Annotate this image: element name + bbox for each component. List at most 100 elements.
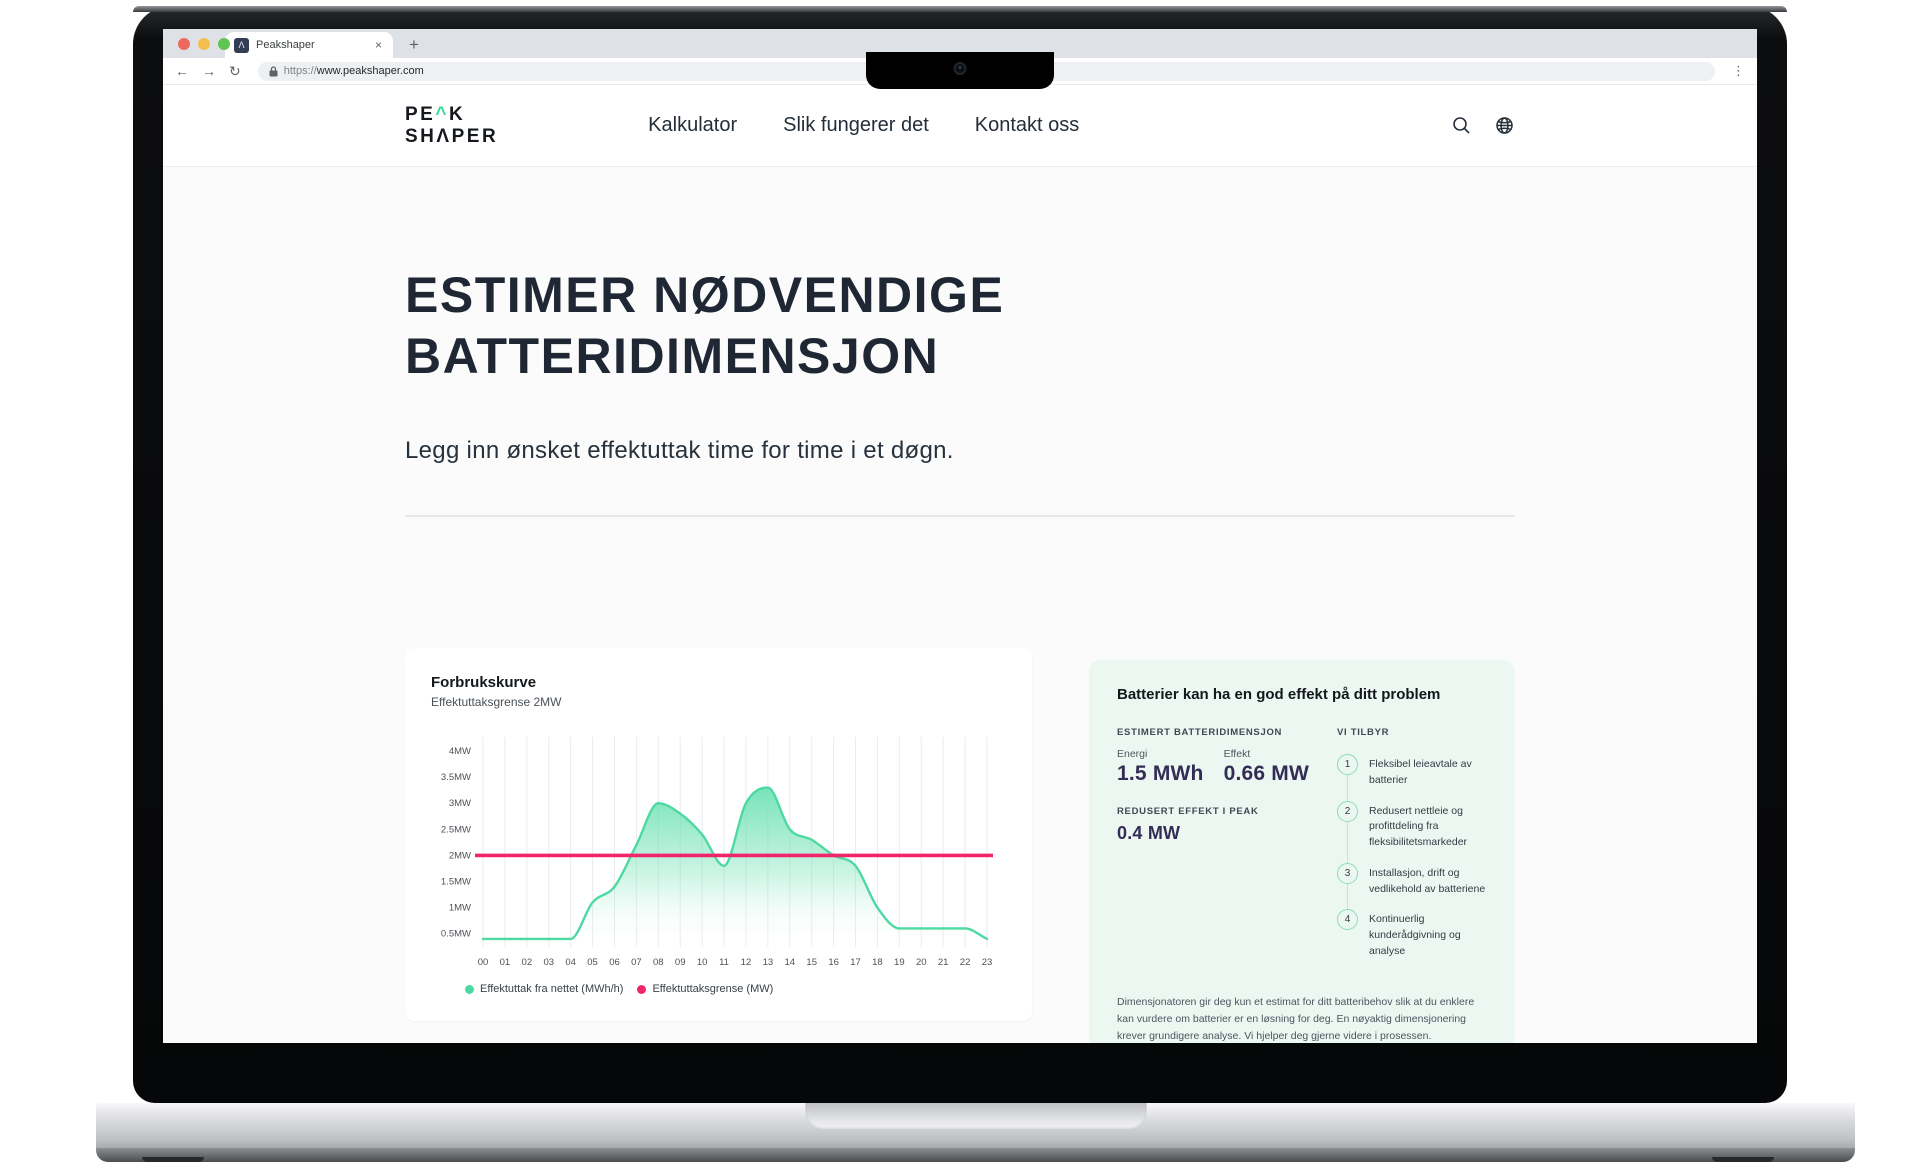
svg-text:0.5MW: 0.5MW [441, 929, 471, 940]
x-axis-labels: 00 01 02 03 04 05 06 07 08 09 10 11 12 13 14 15 16 17 18 19… [478, 957, 993, 968]
battery-result-panel: Batterier kan ha en god effekt på ditt p… [1089, 660, 1515, 1043]
svg-text:1.5MW: 1.5MW [441, 877, 471, 888]
energi-value: 1.5 MWh [1117, 762, 1204, 785]
svg-text:06: 06 [609, 957, 620, 968]
svg-text:4MW: 4MW [449, 746, 471, 757]
chart-legend: Effektuttak fra nettet (MWh/h) Effektutt… [465, 983, 1006, 995]
svg-text:00: 00 [478, 957, 489, 968]
panel-disclaimer: Dimensjonatoren gir deg kun et estimat f… [1117, 995, 1475, 1043]
svg-text:12: 12 [741, 957, 752, 968]
svg-text:10: 10 [697, 957, 708, 968]
legend-item-limit: Effektuttaksgrense (MW) [637, 983, 773, 995]
minimize-window-button[interactable] [198, 38, 210, 50]
estimert-label: ESTIMERT BATTERIDIMENSJON [1117, 727, 1283, 738]
svg-text:2.5MW: 2.5MW [441, 824, 471, 835]
effekt-stat: Effekt 0.66 MW [1223, 748, 1309, 785]
svg-text:15: 15 [806, 957, 817, 968]
svg-text:23: 23 [982, 957, 993, 968]
svg-text:21: 21 [938, 957, 949, 968]
url-text: https://www.peakshaper.com [284, 65, 424, 77]
legend-dot-green [465, 984, 474, 994]
laptop-foot-left [142, 1157, 204, 1162]
nav-link-slik-fungerer-det[interactable]: Slik fungerer det [783, 114, 929, 136]
url-domain: www.peakshaper.com [316, 65, 424, 77]
list-item: 4 Kontinuerlig kunderådgivning og analys… [1337, 909, 1487, 971]
laptop-base-notch [805, 1103, 1146, 1129]
svg-text:03: 03 [543, 957, 554, 968]
nav-link-kalkulator[interactable]: Kalkulator [648, 114, 738, 136]
step-badge: 4 [1337, 909, 1358, 931]
logo-caret: ^ [435, 104, 449, 126]
list-item: 1 Fleksibel leieavtale av batterier [1337, 754, 1487, 809]
svg-text:14: 14 [784, 957, 795, 968]
svg-text:02: 02 [522, 957, 533, 968]
svg-text:22: 22 [960, 957, 971, 968]
list-item: 2 Redusert nettleie og profittdeling fra… [1337, 800, 1487, 873]
peakshaper-logo[interactable]: PE^K SHΛPER [405, 104, 499, 147]
svg-text:13: 13 [763, 957, 774, 968]
camera-dot [953, 62, 967, 75]
lock-icon [269, 65, 278, 76]
window-controls [178, 38, 230, 50]
url-scheme: https:// [283, 65, 317, 77]
chart-title: Forbrukskurve [431, 674, 537, 691]
svg-text:3.5MW: 3.5MW [441, 772, 471, 783]
svg-text:07: 07 [631, 957, 642, 968]
panel-title: Batterier kan ha en god effekt på ditt p… [1117, 686, 1441, 703]
svg-text:2MW: 2MW [449, 850, 471, 861]
laptop-foot-right [1712, 1157, 1774, 1162]
laptop-lid: Λ Peakshaper × + ← → ↻ https://www.peaks… [133, 6, 1787, 1103]
close-tab-icon[interactable]: × [374, 38, 382, 52]
consumption-chart-card: Forbrukskurve Effektuttaksgrense 2MW 4MW… [405, 648, 1032, 1021]
list-item: 3 Installasjon, drift og vedlikehold av … [1337, 862, 1487, 918]
forward-icon[interactable]: → [202, 63, 216, 79]
svg-text:04: 04 [565, 957, 576, 968]
chart-subtitle: Effektuttaksgrense 2MW [431, 695, 562, 709]
svg-text:09: 09 [675, 957, 686, 968]
browser-tab[interactable]: Λ Peakshaper × [225, 32, 393, 58]
globe-icon[interactable] [1494, 115, 1515, 136]
svg-text:1MW: 1MW [449, 903, 471, 914]
svg-text:16: 16 [828, 957, 839, 968]
svg-text:18: 18 [872, 957, 883, 968]
page-title: ESTIMER NØDVENDIGE BATTERIDIMENSJON [405, 267, 1005, 384]
step-badge: 2 [1337, 800, 1358, 822]
main-nav: Kalkulator Slik fungerer det Kontakt oss [648, 114, 1079, 137]
laptop-screen: Λ Peakshaper × + ← → ↻ https://www.peaks… [163, 29, 1757, 1043]
svg-text:20: 20 [916, 957, 927, 968]
step-badge: 3 [1337, 862, 1358, 884]
svg-text:11: 11 [719, 957, 729, 968]
y-axis-labels: 4MW 3.5MW 3MW 2.5MW 2MW 1.5MW 1MW 0.5MW [441, 746, 471, 940]
redusert-label: REDUSERT EFFEKT I PEAK [1117, 806, 1259, 817]
laptop-base [96, 1103, 1855, 1148]
new-tab-button[interactable]: + [409, 35, 419, 54]
consumption-chart: 4MW 3.5MW 3MW 2.5MW 2MW 1.5MW 1MW 0.5MW 00 01 02 03… [441, 737, 993, 968]
area-fill [483, 787, 987, 947]
energi-stat: Energi 1.5 MWh [1117, 748, 1204, 785]
back-icon[interactable]: ← [175, 63, 189, 79]
tilbyr-list: 1 Fleksibel leieavtale av batterier 2 Re… [1337, 754, 1487, 972]
tab-title: Peakshaper [256, 39, 315, 51]
redusert-value: 0.4 MW [1117, 823, 1181, 843]
area-stroke [481, 786, 989, 941]
close-window-button[interactable] [178, 38, 190, 50]
section-divider [405, 515, 1515, 517]
legend-item-consumption: Effektuttak fra nettet (MWh/h) [465, 983, 623, 995]
step-badge: 1 [1337, 754, 1358, 775]
svg-text:19: 19 [894, 957, 905, 968]
legend-dot-pink [637, 984, 647, 994]
effekt-value: 0.66 MW [1223, 762, 1309, 785]
favicon: Λ [234, 37, 249, 53]
site-header: PE^K SHΛPER Kalkulator Slik fungerer det… [163, 85, 1757, 167]
svg-text:3MW: 3MW [449, 798, 471, 809]
page-subtitle: Legg inn ønsket effektuttak time for tim… [405, 437, 954, 464]
maximize-window-button[interactable] [218, 38, 230, 50]
reload-icon[interactable]: ↻ [229, 63, 241, 79]
nav-link-kontakt-oss[interactable]: Kontakt oss [974, 114, 1080, 136]
laptop-notch [866, 52, 1054, 89]
svg-text:17: 17 [850, 957, 861, 968]
svg-text:01: 01 [500, 957, 511, 968]
browser-menu-icon[interactable]: ⋮ [1732, 63, 1745, 78]
search-icon[interactable] [1451, 115, 1472, 136]
